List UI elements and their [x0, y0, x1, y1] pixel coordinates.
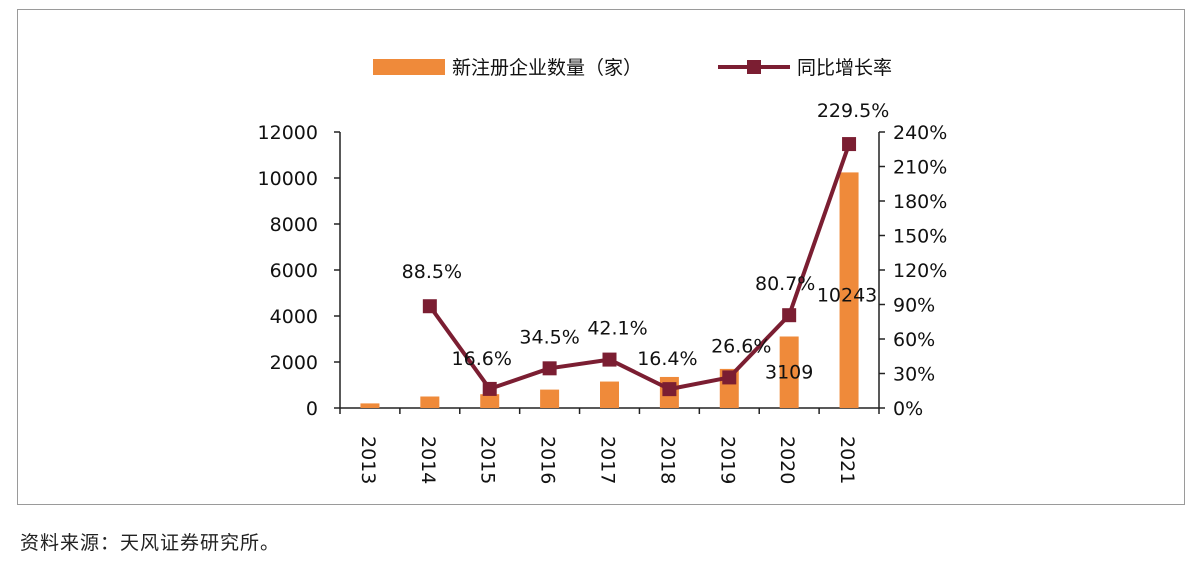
left-y-tick-label: 10000 — [258, 168, 318, 190]
chart-frame: 新注册企业数量（家） 同比增长率 0 2000 4000 6000 8000 10000 12… — [17, 9, 1185, 505]
bar-series — [360, 172, 859, 408]
bar — [360, 403, 380, 408]
x-tick-label: 2015 — [477, 436, 499, 484]
x-tick-label: 2019 — [716, 436, 738, 484]
right-y-tick-label: 210% — [893, 157, 947, 179]
x-tick-label: 2020 — [776, 436, 798, 484]
growth-data-label: 16.4% — [637, 348, 697, 370]
growth-data-label: 34.5% — [519, 326, 579, 348]
bar — [779, 336, 799, 408]
x-tick-label: 2021 — [836, 436, 858, 484]
x-tick-label: 2017 — [597, 436, 619, 484]
growth-data-label: 88.5% — [402, 261, 462, 283]
growth-marker — [842, 137, 857, 152]
x-tick-label: 2016 — [537, 436, 559, 484]
right-y-tick-label: 120% — [893, 260, 947, 282]
growth-marker — [482, 381, 497, 396]
right-y-tick-label: 30% — [893, 364, 935, 386]
legend-swatch-bars — [373, 59, 445, 75]
growth-marker — [722, 370, 737, 385]
left-y-tick-label: 2000 — [270, 352, 318, 374]
bar — [600, 381, 619, 408]
legend-swatch-marker — [747, 60, 761, 74]
combo-chart: 新注册企业数量（家） 同比增长率 0 2000 4000 6000 8000 10000 12… — [258, 57, 948, 484]
left-y-tick-label: 0 — [306, 398, 318, 420]
right-y-tick-label: 240% — [893, 122, 947, 144]
x-tick-label: 2014 — [417, 436, 439, 484]
growth-data-label: 16.6% — [452, 348, 512, 370]
legend: 新注册企业数量（家） 同比增长率 — [373, 57, 892, 79]
legend-label-line: 同比增长率 — [797, 57, 892, 79]
right-y-tick-label: 0% — [893, 398, 923, 420]
growth-marker — [602, 352, 617, 367]
x-tick-label: 2013 — [357, 436, 379, 484]
axes: 0 2000 4000 6000 8000 10000 12000 0% 30% 60% 90% 12… — [258, 122, 948, 484]
x-tick-label: 2018 — [656, 436, 678, 484]
source-note: 资料来源：天风证券研究所。 — [20, 532, 281, 554]
right-y-tick-label: 90% — [893, 295, 935, 317]
growth-data-label: 42.1% — [587, 318, 647, 340]
bar-data-label: 10243 — [817, 284, 877, 306]
growth-marker — [542, 361, 557, 376]
growth-marker — [422, 299, 437, 314]
growth-line — [428, 143, 851, 392]
bar-data-label: 3109 — [765, 361, 813, 383]
legend-label-bars: 新注册企业数量（家） — [452, 57, 642, 79]
growth-marker — [782, 308, 797, 323]
right-y-tick-label: 150% — [893, 226, 947, 248]
line-series — [422, 137, 857, 397]
right-y-tick-label: 180% — [893, 191, 947, 213]
growth-data-label: 80.7% — [755, 273, 815, 295]
bar — [839, 172, 859, 408]
growth-data-label: 229.5% — [817, 100, 889, 122]
left-y-tick-label: 6000 — [270, 260, 318, 282]
data-labels: 88.5% 16.6% 34.5% 42.1% 16.4% 26.6% 80.7% 229.5… — [402, 100, 890, 383]
left-y-tick-label: 4000 — [270, 306, 318, 328]
bar — [540, 389, 560, 408]
growth-marker — [662, 382, 677, 397]
growth-data-label: 26.6% — [711, 335, 771, 357]
bar — [480, 394, 500, 408]
bar — [420, 396, 440, 408]
left-y-tick-label: 12000 — [258, 122, 318, 144]
left-y-tick-label: 8000 — [270, 214, 318, 236]
right-y-tick-label: 60% — [893, 329, 935, 351]
